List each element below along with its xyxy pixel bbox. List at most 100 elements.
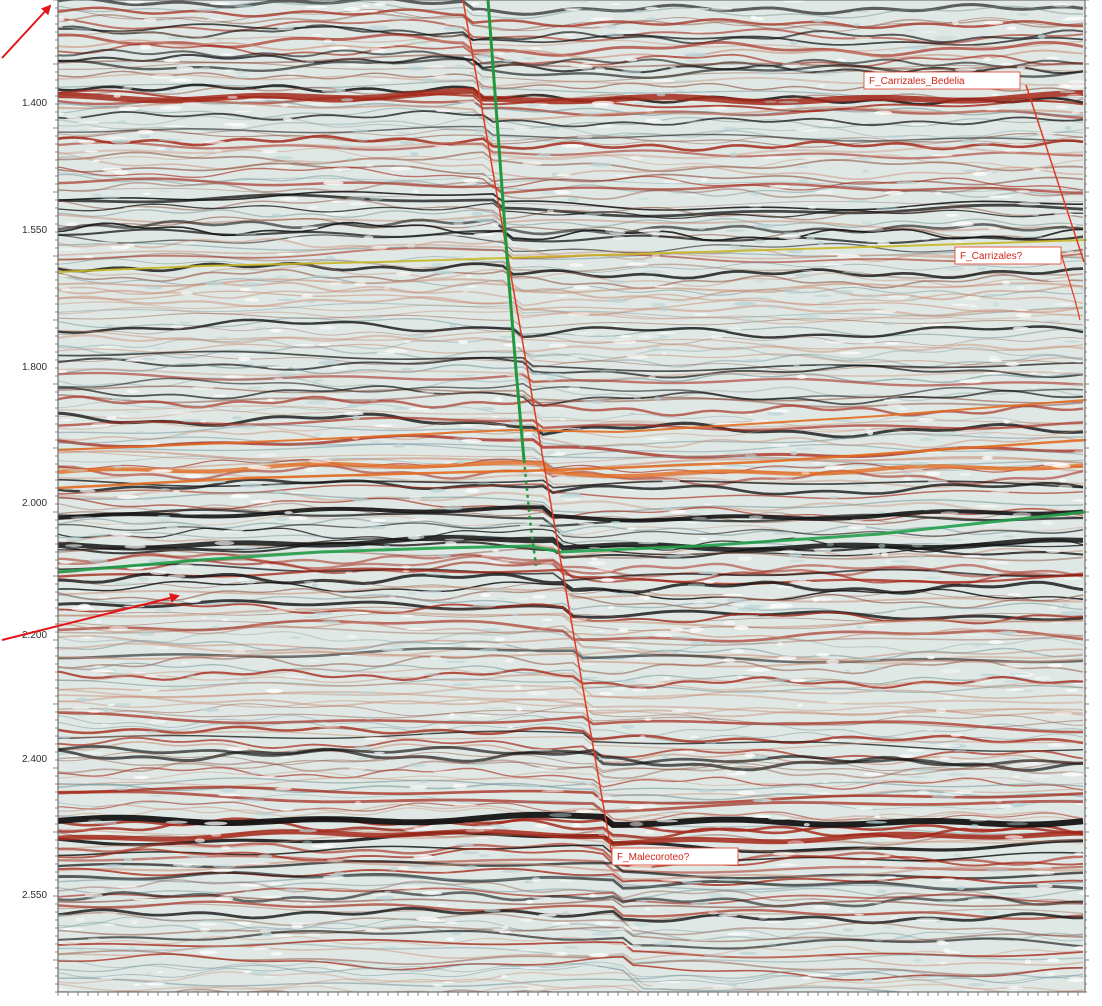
seismic-speckle	[817, 240, 824, 246]
seismic-speckle	[82, 751, 104, 755]
fault-right-lower	[1059, 249, 1081, 321]
seismic-speckle	[58, 112, 65, 115]
seismic-speckle	[145, 972, 153, 975]
seismic-speckle	[686, 60, 703, 62]
seismic-speckle	[194, 838, 205, 843]
seismic-reflector	[58, 622, 1084, 642]
seismic-speckle	[788, 70, 813, 73]
seismic-speckle	[976, 431, 993, 436]
seismic-speckle	[656, 819, 679, 823]
seismic-speckle	[313, 611, 333, 616]
seismic-speckle	[870, 688, 886, 692]
seismic-speckle	[1055, 105, 1069, 109]
seismic-speckle	[638, 197, 650, 200]
seismic-speckle	[365, 164, 374, 168]
seismic-reflector	[58, 777, 1084, 792]
seismic-speckle	[473, 218, 497, 223]
seismic-speckle	[766, 606, 776, 609]
seismic-speckle	[644, 830, 655, 835]
seismic-speckle	[1060, 611, 1085, 616]
seismic-speckle	[1054, 302, 1073, 306]
seismic-speckle	[410, 518, 428, 521]
seismic-speckle	[1051, 2, 1072, 8]
seismic-reflector	[58, 491, 1084, 513]
seismic-speckle	[647, 346, 661, 350]
seismic-speckle	[520, 918, 534, 922]
seismic-reflector	[58, 668, 1084, 690]
seismic-speckle	[770, 409, 790, 413]
seismic-reflector	[58, 99, 1084, 117]
seismic-speckle	[383, 286, 390, 291]
seismic-speckle	[684, 521, 701, 524]
seismic-speckle	[500, 245, 519, 247]
seismic-speckle	[638, 335, 661, 338]
seismic-speckle	[198, 950, 218, 955]
seismic-reflector	[58, 6, 1084, 30]
seismic-speckle	[876, 206, 901, 211]
seismic-speckle	[986, 523, 995, 526]
seismic-speckle	[288, 516, 308, 520]
seismic-speckle	[323, 39, 332, 43]
seismic-speckle	[445, 921, 459, 924]
seismic-speckle	[136, 430, 146, 434]
seismic-speckle	[432, 770, 455, 773]
seismic-speckle	[491, 222, 499, 227]
fault-green-dashed	[522, 459, 538, 567]
seismic-speckle	[443, 461, 453, 464]
seismic-speckle	[76, 697, 89, 702]
seismic-speckle	[59, 561, 72, 564]
seismic-speckle	[568, 475, 577, 479]
seismic-speckle	[952, 20, 959, 26]
seismic-speckle	[99, 976, 114, 981]
seismic-speckle	[186, 855, 208, 858]
seismic-speckle	[999, 62, 1014, 66]
seismic-speckle	[207, 480, 226, 484]
seismic-speckle	[697, 789, 716, 793]
seismic-speckle	[541, 790, 565, 793]
seismic-speckle	[420, 590, 442, 594]
seismic-reflector	[58, 707, 1084, 729]
seismic-speckle	[714, 422, 738, 425]
seismic-speckle	[276, 252, 295, 255]
seismic-speckle	[467, 700, 480, 703]
seismic-speckle	[642, 595, 651, 601]
horizon-label: F_Carrizales_Bedelia	[869, 76, 965, 87]
seismic-speckle	[969, 231, 991, 234]
speckle-layer	[58, 0, 1085, 992]
seismic-speckle	[631, 687, 648, 692]
seismic-reflector	[58, 281, 1084, 301]
seismic-speckle	[304, 337, 312, 341]
seismic-speckle	[1073, 945, 1085, 951]
seismic-speckle	[515, 706, 523, 712]
seismic-reflector	[58, 698, 1084, 715]
seismic-reflector	[58, 218, 1084, 236]
seismic-speckle	[453, 436, 471, 441]
seismic-speckle	[485, 588, 507, 593]
seismic-speckle	[145, 286, 164, 290]
seismic-speckle	[1022, 235, 1043, 238]
seismic-speckle	[476, 481, 492, 486]
seismic-speckle	[648, 334, 670, 339]
seismic-speckle	[994, 799, 1003, 803]
seismic-speckle	[797, 703, 804, 708]
horizon-label-box	[611, 847, 739, 866]
seismic-speckle	[68, 590, 85, 593]
seismic-speckle	[364, 716, 374, 721]
seismic-reflector	[58, 371, 1084, 387]
seismic-speckle	[806, 236, 815, 241]
seismic-speckle	[245, 580, 255, 585]
seismic-speckle	[736, 674, 744, 679]
seismic-speckle	[625, 262, 649, 267]
seismic-speckle	[723, 620, 736, 626]
seismic-speckle	[284, 887, 301, 892]
seismic-speckle	[168, 686, 189, 690]
seismic-speckle	[838, 351, 861, 355]
seismic-speckle	[235, 232, 257, 236]
seismic-reflector	[58, 256, 1084, 273]
seismic-speckle	[382, 945, 399, 950]
seismic-speckle	[274, 787, 292, 791]
seismic-speckle	[250, 499, 272, 504]
seismic-speckle	[125, 359, 146, 362]
seismic-reflector	[58, 630, 1084, 653]
seismic-speckle	[314, 432, 321, 437]
